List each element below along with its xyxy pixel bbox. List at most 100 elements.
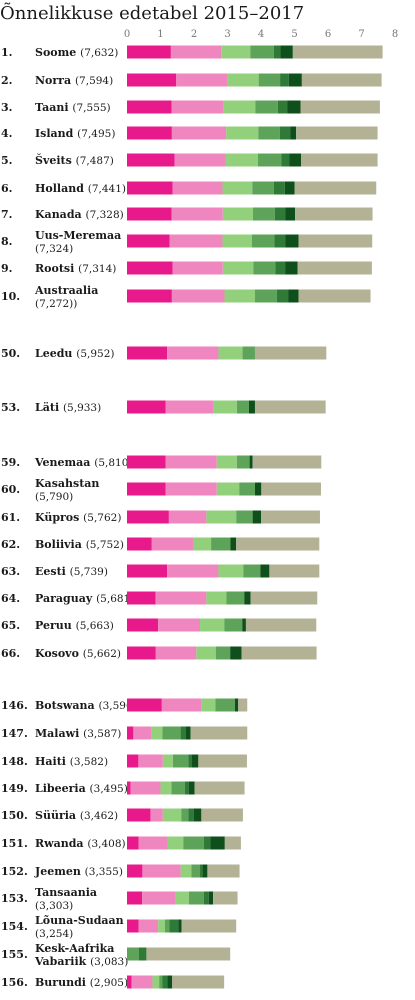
row-rank: 149. — [1, 782, 28, 795]
country-score: (5,810) — [94, 457, 132, 469]
country-score: (3,254) — [35, 928, 73, 940]
bar-segment — [171, 289, 225, 303]
country-label: Leedu (5,952) — [35, 347, 115, 360]
bar-segment — [279, 126, 291, 140]
chart-row: 152. Jeemen (3,355) — [1, 864, 240, 878]
bar-segment — [294, 181, 377, 195]
bar-segment — [222, 261, 254, 275]
country-score: (7,324) — [35, 243, 73, 255]
bar-segment — [158, 618, 201, 632]
country-score: (3,582) — [70, 756, 108, 768]
country-score: (5,752) — [86, 539, 124, 551]
bar-segment — [251, 234, 275, 248]
bar-segment — [285, 261, 298, 275]
row-rank: 5. — [1, 154, 12, 167]
bar-segment — [127, 891, 143, 905]
country-score: (5,663) — [76, 620, 114, 632]
bar-segment — [252, 455, 322, 469]
bar-segment — [158, 919, 165, 933]
country-score: (7,555) — [72, 102, 110, 114]
bar-segment — [236, 455, 250, 469]
row-rank: 2. — [1, 74, 12, 87]
bar-segment — [165, 400, 214, 414]
country-score: (3,495) — [90, 783, 128, 795]
bar-segment — [245, 618, 317, 632]
country-name: Kasahstan — [35, 477, 99, 490]
bar-segment — [226, 591, 245, 605]
chart-row: 63. Eesti (5,739) — [1, 564, 320, 578]
row-rank: 1. — [1, 46, 12, 59]
country-label: Jeemen (3,355) — [34, 865, 123, 878]
bar-segment — [178, 919, 182, 933]
bar-segment — [222, 181, 253, 195]
bar-segment — [191, 754, 199, 768]
country-name: Libeeria — [35, 782, 90, 795]
bar-segment — [127, 975, 132, 989]
bar-segment — [215, 698, 235, 712]
chart-row: 1. Soome (7,632) — [1, 45, 383, 59]
country-score: (7,632) — [80, 47, 118, 59]
chart-row: 146. Botswana (3,590) — [1, 698, 248, 712]
country-name: Leedu — [35, 347, 76, 360]
bar-segment — [300, 100, 380, 114]
chart-row: 65. Peruu (5,663) — [1, 618, 317, 632]
country-label: Paraguay (5,681) — [35, 592, 134, 605]
bar-segment — [127, 346, 168, 360]
bar-segment — [298, 234, 373, 248]
bar-segment — [227, 73, 259, 87]
bar-segment — [298, 289, 371, 303]
bar-segment — [181, 808, 189, 822]
bar-segment — [127, 100, 172, 114]
chart-row: 2. Norra (7,594) — [1, 73, 382, 87]
bar-segment — [142, 891, 176, 905]
country-label: Peruu (5,663) — [35, 619, 114, 632]
bar-segment — [296, 126, 378, 140]
bar-segment — [238, 698, 248, 712]
country-name: Kosovo — [35, 647, 83, 660]
country-score: (5,681) — [96, 593, 134, 605]
row-rank: 148. — [1, 755, 28, 768]
country-score: (5,952) — [76, 348, 114, 360]
bar-segment — [250, 45, 274, 59]
chart-row: 6. Holland (7,441) — [1, 181, 377, 195]
row-rank: 152. — [1, 865, 28, 878]
bar-segment — [171, 207, 223, 221]
chart-row: 7. Kanada (7,328) — [1, 207, 373, 221]
bar-segment — [281, 153, 290, 167]
bar-segment — [285, 234, 299, 248]
x-axis-ticks: 0 1 2 3 4 5 6 7 8 — [124, 29, 398, 40]
bar-segment — [127, 126, 172, 140]
row-rank: 63. — [1, 565, 20, 578]
bar-segment — [127, 482, 166, 496]
bar-segment — [188, 754, 192, 768]
bar-segment — [172, 754, 189, 768]
country-name: Jeemen — [34, 865, 85, 878]
bar-segment — [127, 261, 173, 275]
bar-segment — [127, 289, 172, 303]
country-label: Kosovo (5,662) — [35, 647, 121, 660]
bar-segment — [241, 646, 317, 660]
bar-segment — [188, 781, 195, 795]
country-name: Malawi — [35, 727, 83, 740]
bar-segment — [253, 261, 276, 275]
bar-segment — [216, 455, 237, 469]
chart-row: 50. Leedu (5,952) — [1, 346, 327, 360]
bar-segment — [190, 726, 248, 740]
bar-segment — [273, 45, 281, 59]
row-rank: 64. — [1, 592, 20, 605]
country-score: (3,587) — [83, 728, 121, 740]
bar-segment — [127, 864, 143, 878]
bar-segment — [133, 726, 152, 740]
bar-segment — [290, 126, 297, 140]
bar-segment — [127, 698, 162, 712]
bar-segment — [171, 781, 185, 795]
bar-segment — [261, 510, 320, 524]
chart-row: 147. Malawi (3,587) — [1, 726, 248, 740]
bar-segment — [151, 726, 163, 740]
chart-row: 151. Rwanda (3,408) — [1, 836, 241, 850]
bar-segment — [127, 207, 172, 221]
bar-segment — [162, 754, 173, 768]
row-rank: 151. — [1, 837, 28, 850]
bar-segment — [127, 510, 169, 524]
